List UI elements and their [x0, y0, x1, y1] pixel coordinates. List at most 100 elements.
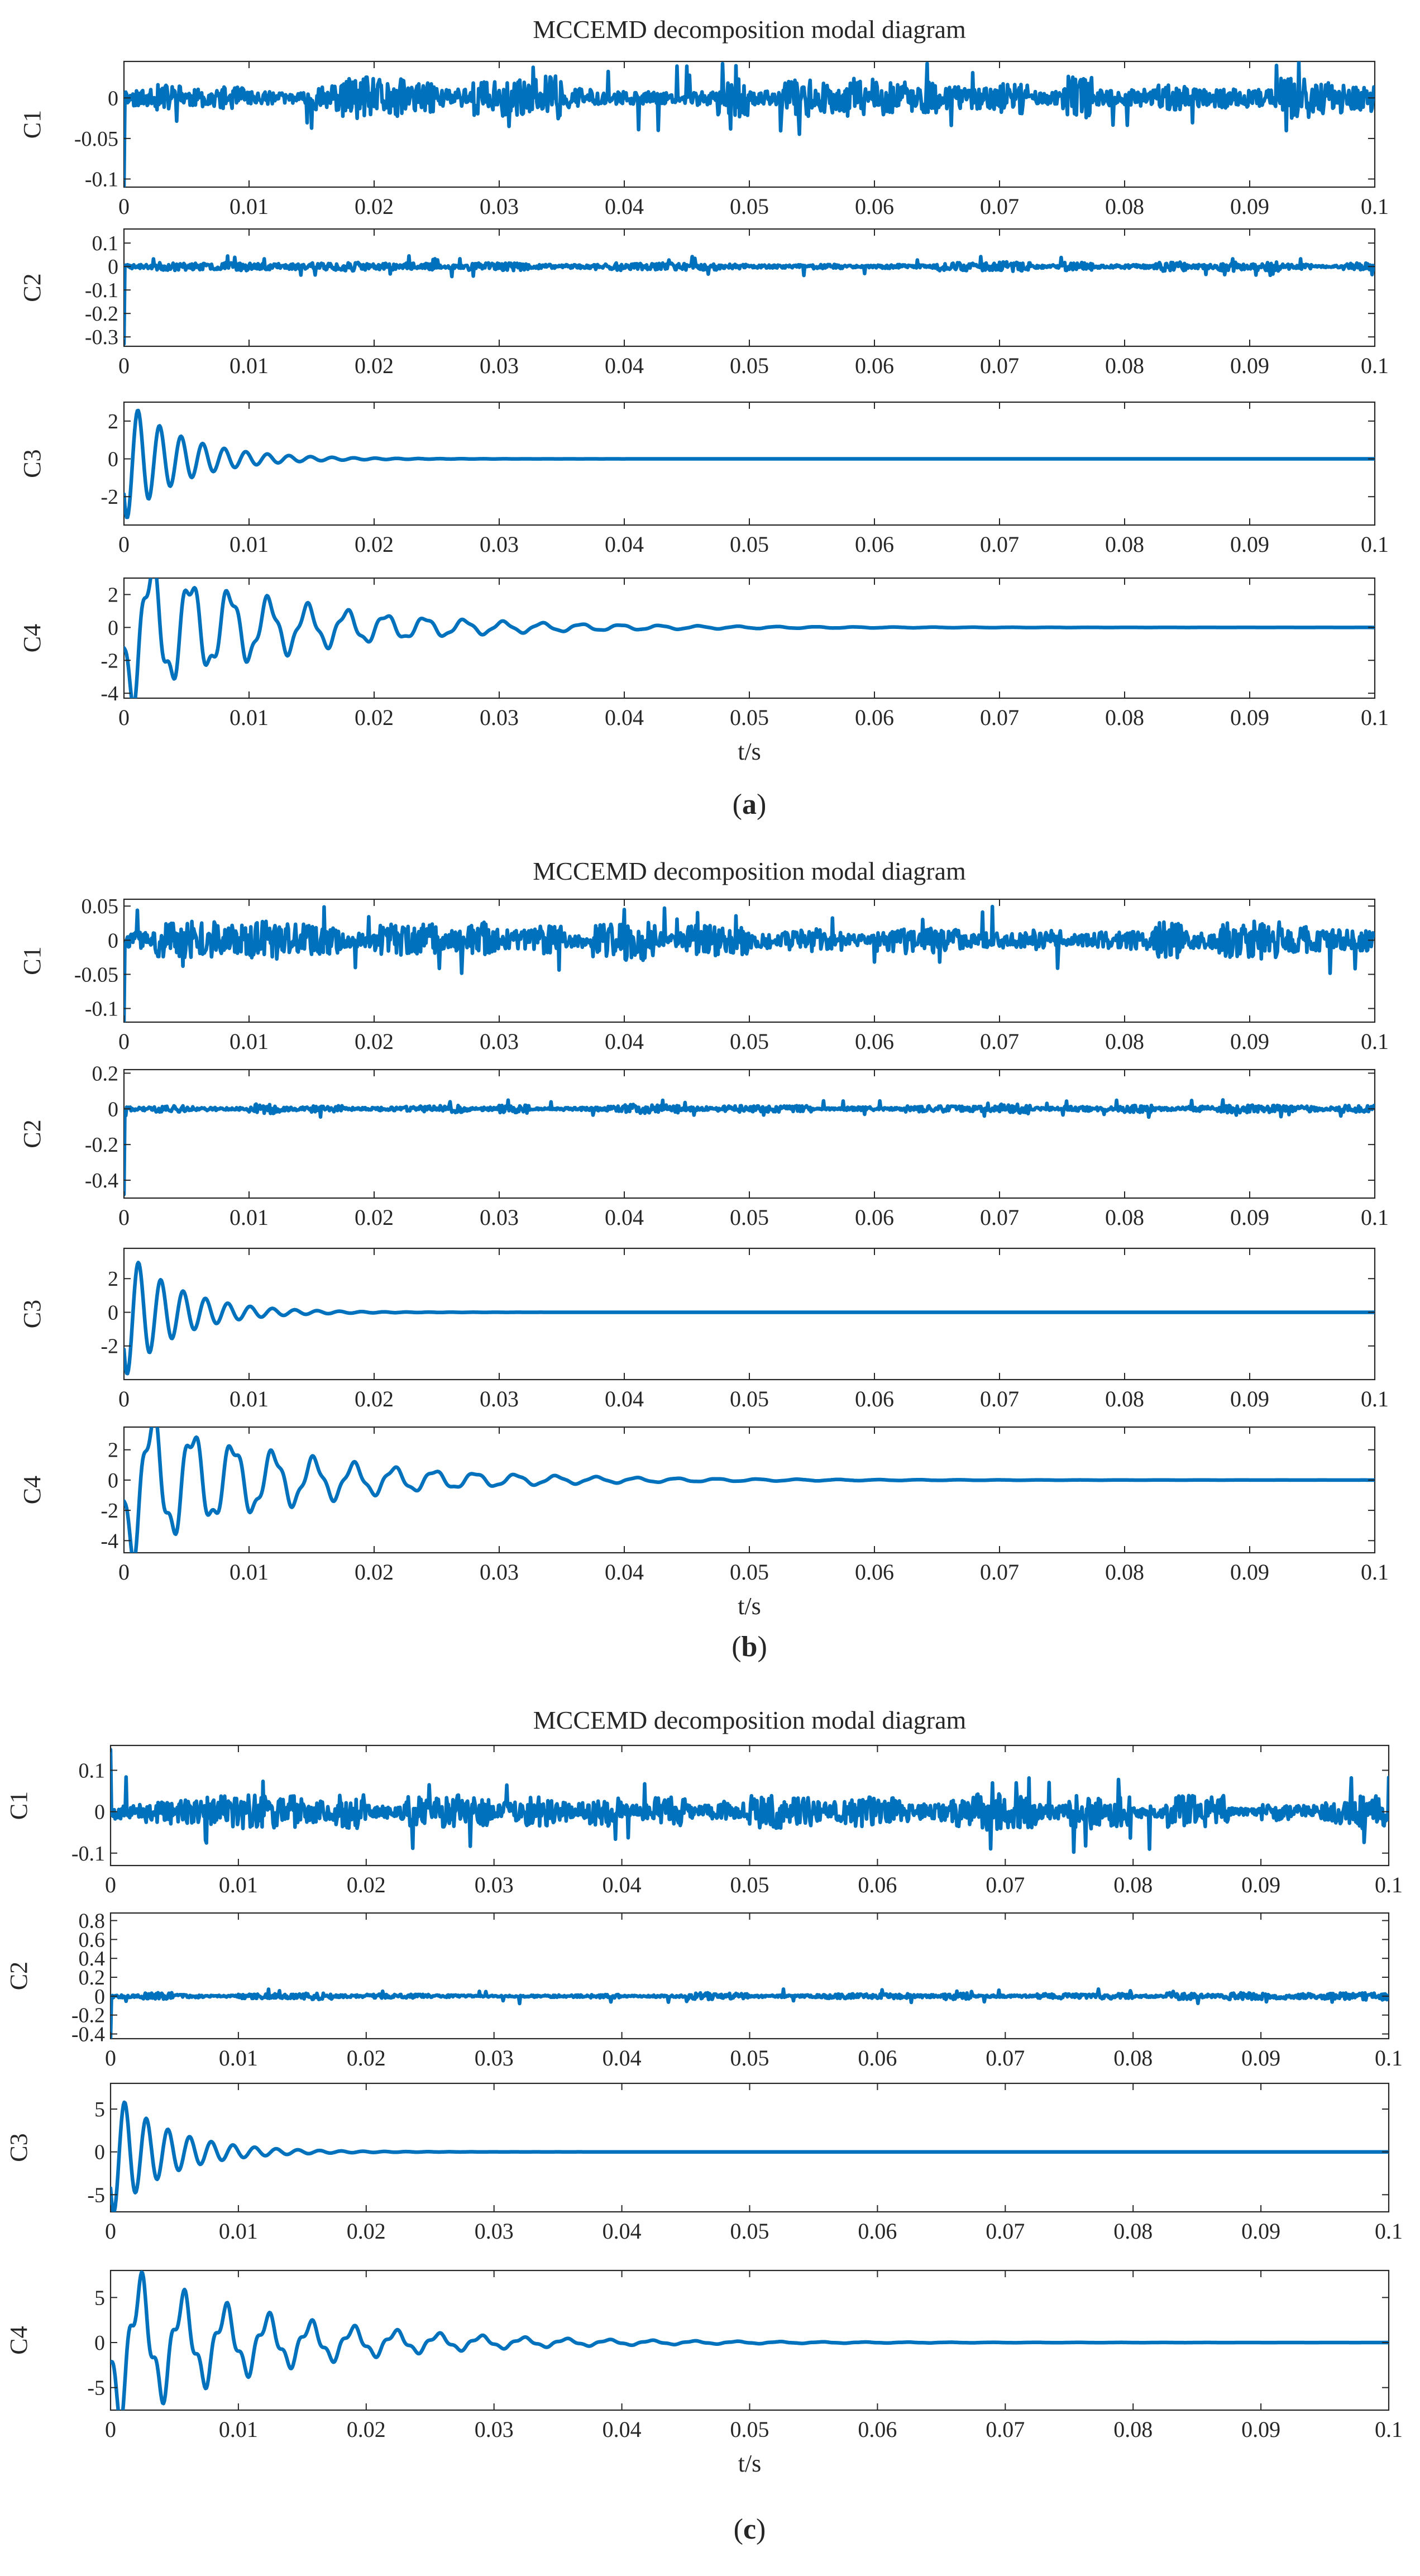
x-tick-label: 0.02	[355, 705, 394, 730]
y-tick-label: -0.4	[71, 2023, 105, 2047]
x-tick-label: 0.01	[230, 705, 269, 730]
y-tick-label: -0.3	[85, 326, 118, 349]
x-tick-label: 0.02	[355, 1386, 394, 1411]
x-tick-label: 0.07	[980, 1029, 1019, 1054]
x-tick-label: 0.03	[480, 705, 519, 730]
y-tick-label: 2	[108, 1439, 118, 1462]
x-tick-label: 0.1	[1361, 1205, 1389, 1230]
axes-c2: 0 0.01 0.02 0.03 0.04 0.05 0.06 0.07 0.08 0.09 0.1…	[18, 228, 1389, 378]
x-tick-label: 0	[118, 1386, 130, 1411]
x-tick-label: 0.04	[605, 1386, 644, 1411]
x-tick-label: 0.04	[603, 2045, 642, 2071]
panel-label: (c)	[734, 2513, 766, 2545]
x-tick-label: 0.06	[855, 1386, 894, 1411]
x-tick-label: 0.05	[730, 2045, 769, 2071]
plot-area	[123, 898, 1376, 1023]
series-line-c4	[124, 578, 1375, 698]
y-tick-label: 5	[94, 2286, 105, 2310]
series-line-c3	[124, 408, 1375, 519]
axes-c3: 0 0.01 0.02 0.03 0.04 0.05 0.06 0.07 0.08 0.09 0.1…	[18, 1247, 1389, 1411]
y-tick-label: 2	[108, 410, 118, 433]
plot-area	[109, 1912, 1390, 2040]
x-tick-label: 0.02	[347, 1872, 386, 1897]
x-tick-label: 0.09	[1230, 1205, 1269, 1230]
x-tick-label: 0.07	[986, 1872, 1025, 1897]
x-tick-label: 0.03	[480, 532, 519, 557]
x-tick-label: 0.06	[855, 705, 894, 730]
x-tick-label: 0.09	[1230, 1029, 1269, 1054]
x-tick-label: 0.02	[355, 532, 394, 557]
panel-letter: c	[743, 2513, 756, 2545]
x-tick-label: 0.08	[1105, 705, 1144, 730]
x-tick-label: 0.02	[355, 194, 394, 219]
series-line-c2	[111, 1987, 1389, 2039]
x-tick-label: 0.08	[1113, 2219, 1153, 2244]
x-tick-label: 0.06	[855, 1029, 894, 1054]
x-tick-label: 0.01	[230, 1386, 269, 1411]
panel-label: (a)	[733, 789, 767, 820]
x-tick-label: 0.01	[230, 1559, 269, 1585]
y-axis-label: C1	[18, 946, 46, 975]
x-tick-label: 0.04	[603, 2219, 642, 2244]
plot-area	[123, 1068, 1376, 1199]
x-tick-label: 0.08	[1105, 194, 1144, 219]
x-tick-label: 0.07	[980, 1386, 1019, 1411]
y-tick-label: -4	[101, 1529, 118, 1553]
x-tick-label: 0.09	[1230, 194, 1269, 219]
x-tick-label: 0.03	[480, 1386, 519, 1411]
x-tick-label: 0.07	[986, 2045, 1025, 2071]
x-tick-label: 0	[118, 1559, 130, 1585]
x-tick-label: 0.06	[855, 1559, 894, 1585]
axes-c4: 0 0.01 0.02 0.03 0.04 0.05 0.06 0.07 0.08 0.09 0.1…	[18, 1426, 1389, 1585]
x-tick-label: 0.1	[1361, 353, 1389, 378]
series-line-c4	[124, 1427, 1375, 1553]
axes-c2: 0 0.01 0.02 0.03 0.04 0.05 0.06 0.07 0.08 0.09 0.1…	[18, 1062, 1389, 1230]
x-tick-label: 0	[118, 353, 130, 378]
axes-c4: 0 0.01 0.02 0.03 0.04 0.05 0.06 0.07 0.08 0.09 0.1…	[5, 2269, 1403, 2442]
axes-c3: 0 0.01 0.02 0.03 0.04 0.05 0.06 0.07 0.08 0.09 0.1…	[18, 401, 1389, 557]
y-tick-label: 0.05	[82, 895, 119, 918]
y-tick-label: -4	[101, 682, 118, 705]
x-tick-label: 0.1	[1361, 532, 1389, 557]
x-tick-label: 0	[105, 2417, 116, 2442]
x-tick-label: 0	[118, 1205, 130, 1230]
x-tick-label: 0.05	[730, 1029, 769, 1054]
x-tick-label: 0.02	[347, 2045, 386, 2071]
x-tick-label: 0.01	[219, 2219, 258, 2244]
axes-c1: 0 0.01 0.02 0.03 0.04 0.05 0.06 0.07 0.08 0.09 0.1…	[18, 895, 1389, 1054]
x-tick-label: 0.02	[355, 1205, 394, 1230]
x-tick-label: 0.08	[1113, 2045, 1153, 2071]
x-tick-label: 0.06	[855, 194, 894, 219]
y-tick-label: 0.1	[79, 1759, 106, 1782]
plot-area	[123, 577, 1376, 699]
x-tick-label: 0.06	[858, 2045, 897, 2071]
y-tick-label: 0	[94, 2141, 105, 2164]
x-tick-label: 0.09	[1230, 705, 1269, 730]
x-tick-label: 0.1	[1375, 2045, 1403, 2071]
plot-area	[123, 60, 1376, 188]
y-tick-label: -0.2	[85, 302, 118, 326]
x-tick-label: 0	[118, 705, 130, 730]
x-tick-label: 0.03	[480, 1205, 519, 1230]
x-tick-label: 0.09	[1230, 1559, 1269, 1585]
x-tick-label: 0	[105, 1872, 116, 1897]
x-tick-label: 0.01	[230, 532, 269, 557]
x-tick-label: 0.08	[1105, 1559, 1144, 1585]
x-tick-label: 0.09	[1241, 2417, 1280, 2442]
y-tick-label: 0	[94, 2331, 105, 2355]
x-tick-label: 0.05	[730, 1386, 769, 1411]
x-tick-label: 0.08	[1105, 353, 1144, 378]
panel-label: (b)	[731, 1631, 767, 1663]
y-axis-label: C4	[18, 1476, 46, 1504]
y-axis-label: C1	[18, 110, 46, 139]
x-tick-label: 0.04	[605, 532, 644, 557]
y-tick-label: 0.8	[79, 1910, 106, 1933]
plot-area	[123, 1426, 1376, 1554]
y-axis-label: C2	[5, 1962, 32, 1990]
x-tick-label: 0.09	[1241, 2219, 1280, 2244]
x-tick-label: 0.08	[1105, 1029, 1144, 1054]
series-line-c1	[124, 61, 1375, 187]
x-tick-label: 0.1	[1375, 2417, 1403, 2442]
series-line-c1	[111, 1748, 1389, 1854]
